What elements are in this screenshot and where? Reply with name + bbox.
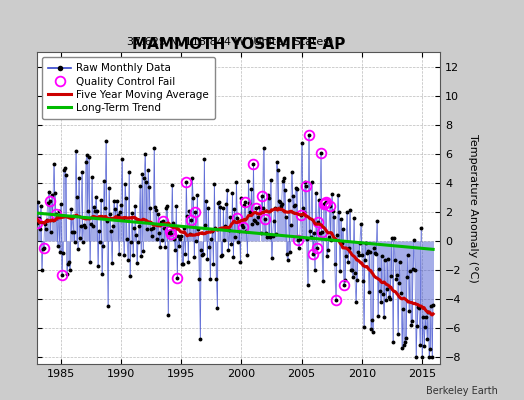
Title: MAMMOTH YOSEMITE AP: MAMMOTH YOSEMITE AP <box>132 37 345 52</box>
Text: 37.629 N, 118.844 W (United States): 37.629 N, 118.844 W (United States) <box>127 36 334 46</box>
Text: Berkeley Earth: Berkeley Earth <box>426 386 498 396</box>
Y-axis label: Temperature Anomaly (°C): Temperature Anomaly (°C) <box>468 134 478 282</box>
Legend: Raw Monthly Data, Quality Control Fail, Five Year Moving Average, Long-Term Tren: Raw Monthly Data, Quality Control Fail, … <box>42 57 215 119</box>
